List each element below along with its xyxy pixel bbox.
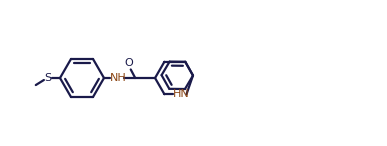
Text: O: O <box>124 59 133 68</box>
Text: NH: NH <box>110 73 127 83</box>
Text: S: S <box>45 73 51 83</box>
Text: HN: HN <box>173 89 190 99</box>
